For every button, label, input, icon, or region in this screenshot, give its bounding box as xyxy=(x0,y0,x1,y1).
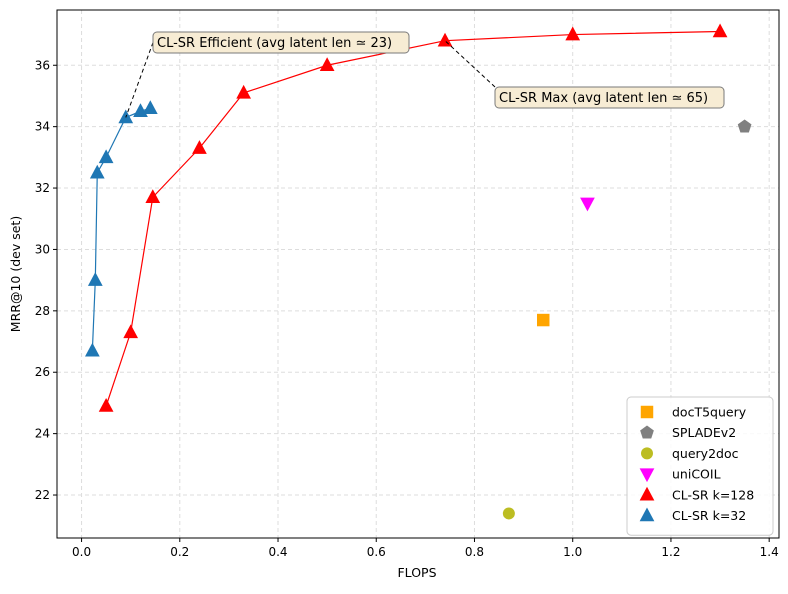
legend-label: uniCOIL xyxy=(672,467,721,482)
legend-item: uniCOIL xyxy=(639,467,721,483)
data-point-cl-sr-k-32 xyxy=(142,100,158,114)
annotation-text: CL-SR Max (avg latent len ≃ 65) xyxy=(499,91,708,106)
legend-label: CL-SR k=128 xyxy=(672,487,754,502)
legend-item: query2doc xyxy=(641,446,739,461)
y-tick-label: 28 xyxy=(35,304,50,318)
annotation-callout: CL-SR Efficient (avg latent len ≃ 23) xyxy=(125,31,410,118)
y-tick-label: 32 xyxy=(35,181,50,195)
annotation-leader-line xyxy=(444,40,496,88)
legend-marker xyxy=(639,486,655,501)
x-tick-label: 1.2 xyxy=(661,545,680,559)
legend-item: CL-SR k=128 xyxy=(639,486,754,502)
x-tick-label: 0.4 xyxy=(268,545,287,559)
data-point-query2doc xyxy=(502,507,515,520)
legend-marker xyxy=(639,507,655,522)
x-tick-label: 0.0 xyxy=(72,545,91,559)
axes-frame xyxy=(56,9,780,539)
legend-marker xyxy=(641,447,653,460)
legend-label: CL-SR k=32 xyxy=(672,508,746,523)
legend-marker xyxy=(639,468,655,483)
legend-label: docT5query xyxy=(672,405,747,420)
data-point-cl-sr-k-128 xyxy=(236,84,251,99)
x-tick-label: 0.8 xyxy=(465,545,484,559)
legend-label: SPLADEv2 xyxy=(672,425,736,440)
data-point-cl-sr-k-32 xyxy=(87,272,103,286)
series-doct5query xyxy=(537,313,550,327)
data-point-cl-sr-k-128 xyxy=(319,57,335,72)
y-tick-label: 30 xyxy=(35,242,50,256)
data-point-cl-sr-k-32 xyxy=(85,342,100,357)
annotation-box xyxy=(494,86,725,109)
annotation-box xyxy=(152,31,410,54)
series-layer xyxy=(85,23,752,520)
ticks-layer: 0.0 0.2 0.4 0.6 0.8 1.0 1.2 1.4 22 24 26 28 30 32 34 36 xyxy=(35,58,779,559)
legend-marker xyxy=(640,425,654,439)
series-unicoil xyxy=(580,197,595,212)
data-point-cl-sr-k-128 xyxy=(145,189,161,204)
annotation-callout: CL-SR Max (avg latent len ≃ 65) xyxy=(444,40,725,109)
x-tick-label: 1.4 xyxy=(760,545,779,559)
annotation-layer: CL-SR Efficient (avg latent len ≃ 23) CL-… xyxy=(125,31,725,118)
series-query2doc xyxy=(502,507,515,520)
legend: docT5query SPLADEv2 query2doc uniCOIL CL-SR … xyxy=(626,396,774,536)
y-tick-label: 24 xyxy=(35,427,50,441)
legend-item: CL-SR k=32 xyxy=(639,507,746,523)
x-tick-label: 1.0 xyxy=(563,545,582,559)
data-point-cl-sr-k-32 xyxy=(89,164,105,179)
data-point-cl-sr-k-32 xyxy=(98,149,114,164)
series-spladev2 xyxy=(737,119,752,133)
legend-item: docT5query xyxy=(640,405,747,420)
annotation-text: CL-SR Efficient (avg latent len ≃ 23) xyxy=(157,36,392,51)
data-point-unicoil xyxy=(580,197,595,212)
y-axis-title: MRR@10 (dev set) xyxy=(8,216,23,332)
data-point-cl-sr-k-128 xyxy=(437,32,453,47)
x-axis-title: FLOPS xyxy=(397,565,436,580)
x-tick-label: 0.6 xyxy=(367,545,386,559)
y-tick-label: 26 xyxy=(35,365,50,379)
data-point-doct5query xyxy=(537,313,550,327)
data-point-cl-sr-k-128 xyxy=(98,398,114,412)
data-point-cl-sr-k-128 xyxy=(123,324,139,339)
data-point-spladev2 xyxy=(737,119,752,133)
legend-item: SPLADEv2 xyxy=(640,425,736,440)
series-cl-sr-k-32 xyxy=(85,100,158,357)
y-tick-label: 34 xyxy=(35,120,50,134)
data-point-cl-sr-k-128 xyxy=(565,26,581,41)
y-tick-label: 36 xyxy=(35,58,50,72)
y-tick-label: 22 xyxy=(35,488,50,502)
series-cl-sr-k-128 xyxy=(98,23,728,412)
data-point-cl-sr-k-128 xyxy=(192,140,207,154)
x-tick-label: 0.2 xyxy=(170,545,189,559)
legend-label: query2doc xyxy=(672,446,739,461)
legend-frame xyxy=(626,396,774,536)
annotation-leader-line xyxy=(125,42,154,118)
data-point-cl-sr-k-128 xyxy=(712,23,728,38)
series-line-cl-sr-k-32 xyxy=(91,107,151,351)
legend-marker xyxy=(640,405,654,419)
